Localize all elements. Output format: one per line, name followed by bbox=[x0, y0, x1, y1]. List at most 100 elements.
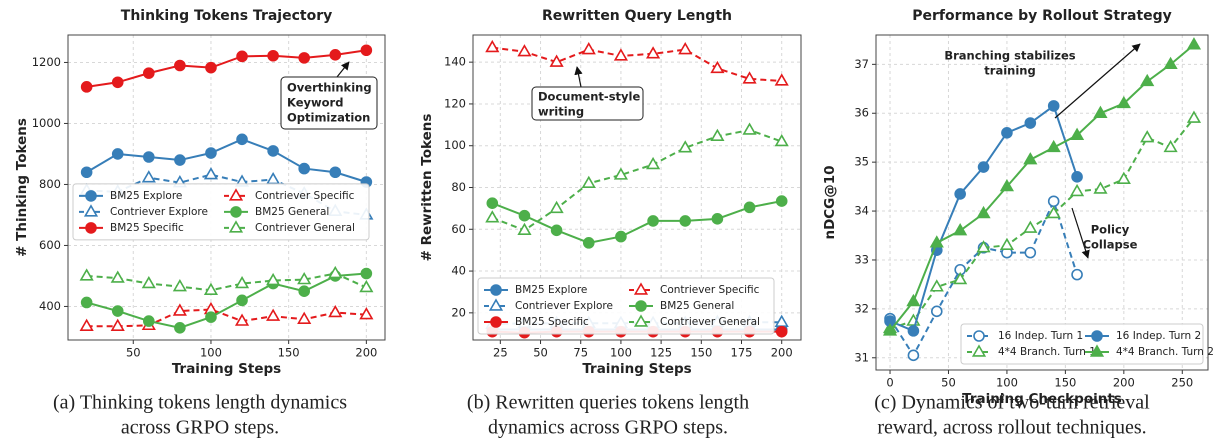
annotation-text: Branching stabilizes bbox=[944, 49, 1075, 63]
y-axis-label: # Rewritten Tokens bbox=[419, 114, 435, 262]
legend-box bbox=[72, 183, 370, 241]
point bbox=[79, 318, 94, 331]
point bbox=[297, 272, 312, 285]
point bbox=[486, 197, 499, 209]
point bbox=[647, 215, 659, 227]
legend-label: BM25 General bbox=[660, 300, 734, 312]
y-tick-label: 400 bbox=[39, 299, 61, 313]
point bbox=[1186, 37, 1202, 50]
annotation-arrow bbox=[1054, 43, 1141, 119]
point bbox=[485, 210, 500, 223]
point bbox=[1069, 127, 1085, 140]
legend-label: 4*4 Branch. Turn 1 bbox=[998, 346, 1096, 358]
y-axis-label: nDCG@10 bbox=[822, 165, 838, 239]
point bbox=[711, 213, 724, 225]
legend-marker bbox=[228, 220, 244, 233]
point bbox=[1116, 95, 1131, 109]
point bbox=[613, 167, 629, 180]
point bbox=[549, 200, 564, 214]
point bbox=[485, 39, 500, 53]
caption: (b) Rewritten queries tokens length bbox=[467, 392, 749, 414]
annotation-text: Optimization bbox=[287, 111, 370, 125]
point bbox=[582, 237, 595, 249]
x-axis-label: Training Steps bbox=[172, 361, 281, 377]
point bbox=[1140, 130, 1155, 143]
point bbox=[297, 311, 312, 324]
point bbox=[1186, 110, 1202, 123]
y-tick-label: 31 bbox=[854, 350, 869, 364]
annotation-text: Overthinking bbox=[287, 81, 372, 95]
legend-marker bbox=[635, 300, 647, 312]
caption: dynamics across GRPO steps. bbox=[488, 417, 728, 439]
legend-box bbox=[960, 323, 1204, 365]
legend-label: BM25 Explore bbox=[515, 284, 587, 296]
x-tick-label: 250 bbox=[1171, 376, 1193, 390]
point bbox=[976, 205, 991, 219]
x-tick-label: 150 bbox=[278, 346, 300, 360]
x-tick-label: 125 bbox=[650, 346, 672, 360]
point bbox=[679, 215, 692, 227]
point bbox=[517, 44, 532, 57]
point bbox=[1023, 220, 1038, 233]
point bbox=[1093, 105, 1108, 118]
point bbox=[110, 270, 125, 283]
y-tick-label: 40 bbox=[451, 264, 466, 278]
y-tick-label: 60 bbox=[451, 222, 466, 236]
point bbox=[205, 61, 217, 74]
point bbox=[929, 235, 944, 248]
point bbox=[1071, 268, 1083, 281]
legend-marker bbox=[1091, 330, 1103, 342]
series-line bbox=[491, 200, 782, 244]
legend-label: BM25 Specific bbox=[110, 222, 184, 234]
point bbox=[174, 321, 186, 334]
chart-title: Performance by Rollout Strategy bbox=[912, 8, 1172, 24]
annotation-arrow bbox=[574, 66, 583, 88]
point bbox=[236, 50, 248, 63]
point bbox=[929, 279, 944, 292]
point bbox=[267, 145, 279, 157]
point bbox=[141, 275, 156, 289]
point bbox=[328, 265, 343, 279]
point bbox=[645, 46, 661, 59]
legend-marker bbox=[490, 284, 502, 296]
point bbox=[236, 294, 248, 307]
series-line bbox=[492, 46, 782, 82]
point bbox=[613, 48, 629, 61]
legend-label: 4*4 Branch. Turn 2 bbox=[1116, 346, 1214, 358]
x-tick-label: 150 bbox=[690, 346, 712, 360]
y-tick-label: 37 bbox=[854, 57, 869, 71]
legend-marker bbox=[228, 188, 244, 201]
point bbox=[774, 133, 789, 147]
point bbox=[581, 42, 596, 55]
legend-label: BM25 Specific bbox=[515, 316, 589, 328]
series-line bbox=[491, 129, 783, 232]
x-tick-label: 200 bbox=[1113, 376, 1135, 390]
legend-marker bbox=[1089, 344, 1105, 357]
point bbox=[742, 71, 757, 84]
x-tick-label: 200 bbox=[771, 346, 793, 360]
legend-marker bbox=[83, 204, 99, 217]
series-line bbox=[86, 272, 367, 329]
annotation-box bbox=[280, 76, 378, 130]
legend-marker bbox=[633, 282, 649, 295]
x-tick-label: 50 bbox=[941, 376, 956, 390]
point bbox=[710, 128, 725, 142]
point bbox=[1116, 171, 1131, 184]
point bbox=[1093, 181, 1108, 194]
caption: across GRPO steps. bbox=[121, 417, 279, 439]
point bbox=[645, 156, 661, 170]
point bbox=[80, 166, 93, 179]
x-tick-label: 75 bbox=[573, 346, 588, 360]
chart-panel: 20 40 60 80 100 120 140 25 50 75 100 125 150 175 200 Re… bbox=[419, 8, 802, 439]
x-tick-label: 25 bbox=[493, 346, 508, 360]
legend-marker bbox=[488, 298, 504, 311]
point bbox=[359, 279, 374, 293]
y-tick-label: 100 bbox=[444, 138, 466, 152]
legend-label: Contriever General bbox=[660, 316, 760, 328]
point bbox=[953, 223, 968, 236]
point bbox=[143, 315, 155, 327]
point bbox=[615, 230, 627, 243]
point bbox=[205, 147, 217, 159]
point bbox=[234, 275, 250, 289]
point bbox=[143, 151, 155, 163]
